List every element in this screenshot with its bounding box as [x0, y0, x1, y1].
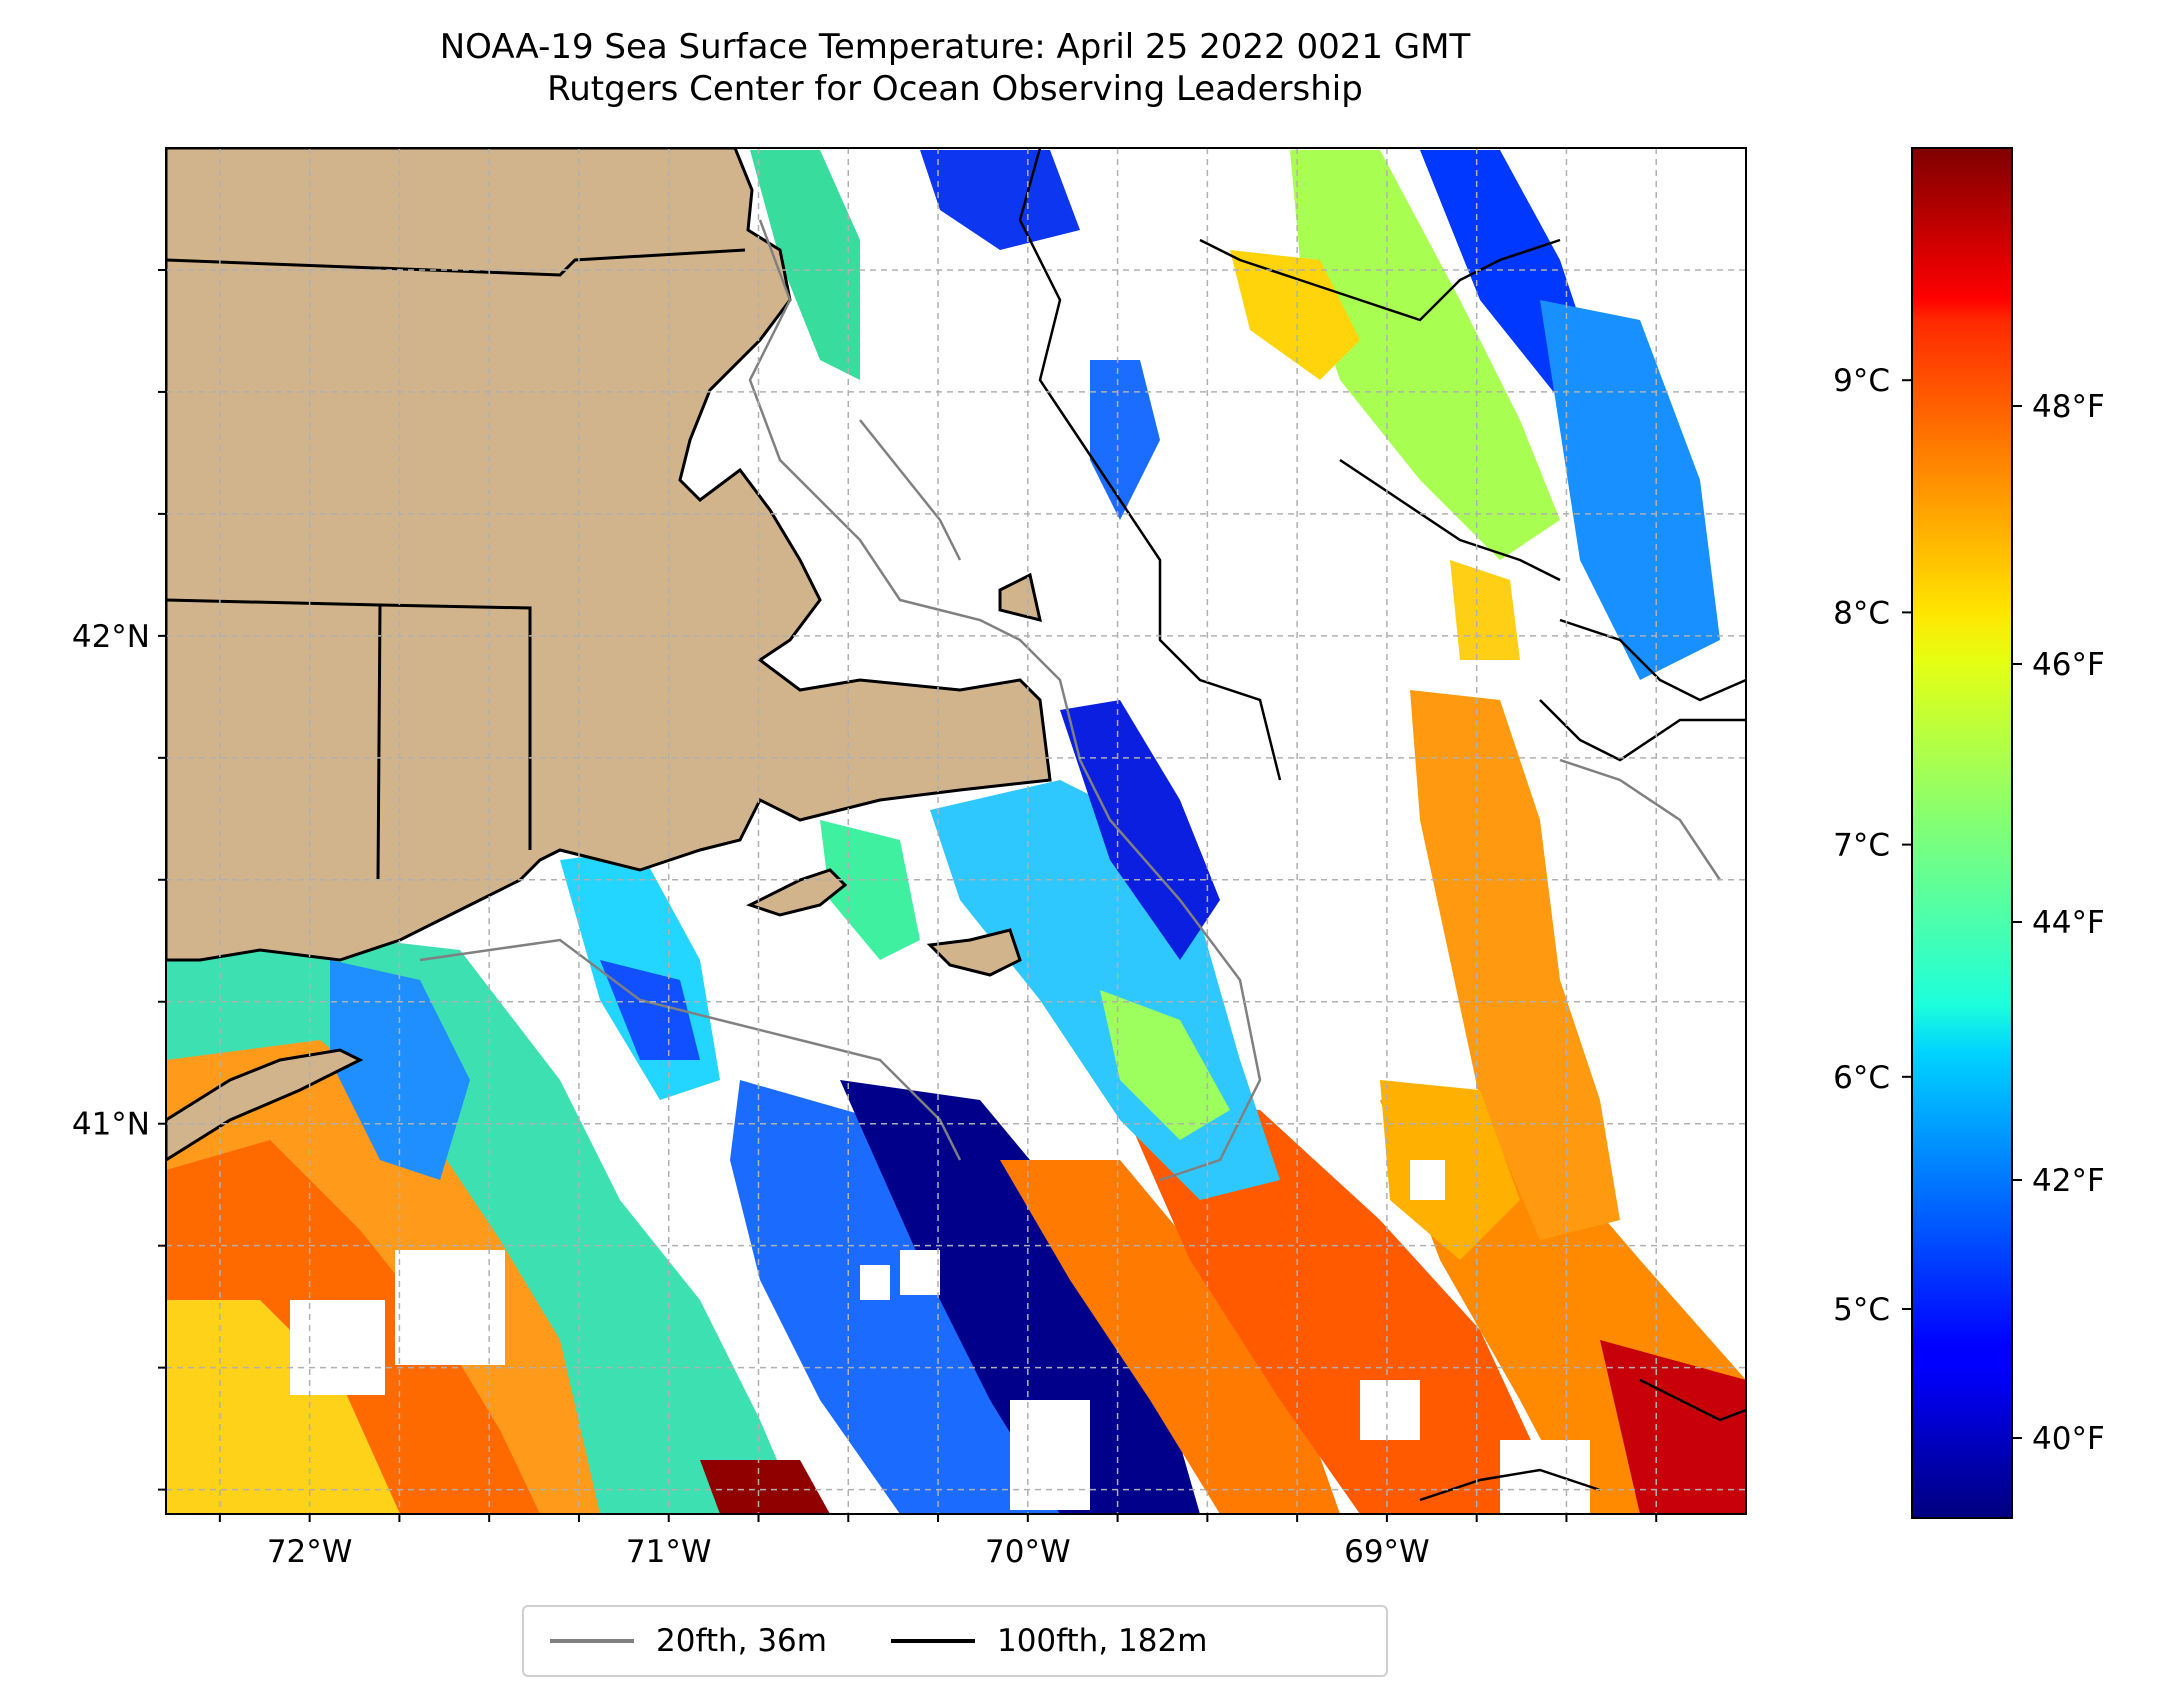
map-title: NOAA-19 Sea Surface Temperature: April 2… — [439, 27, 1471, 67]
cape-cod-tip-land — [998, 572, 1042, 623]
map-axis-ticks: 72°W 71°W 70°W 69°W 42°N 41°N — [72, 268, 1658, 1570]
latitude-tick-label: 42°N — [72, 619, 150, 655]
longitude-tick-label: 72°W — [267, 1534, 353, 1570]
legend-item-100fth: 100fth, 182m — [890, 1623, 1208, 1659]
state-border-ct-ri — [376, 604, 382, 881]
state-border-ma-ct-ri — [166, 598, 532, 850]
longitude-tick-label: 71°W — [626, 1534, 712, 1570]
contour-legend: 20fth, 36m 100fth, 182m — [522, 1605, 1388, 1677]
long-island-land — [166, 1048, 364, 1162]
colorbar-ticks: 9°C 8°C 7°C 6°C 5°C 48°F 46°F 44°F 42°F 40°F — [1833, 363, 2105, 1457]
marthas-vineyard-land — [746, 868, 848, 917]
new-england-land — [166, 148, 1052, 962]
bathymetry-contours — [419, 148, 1746, 1502]
celsius-tick-label: 8°C — [1833, 595, 1890, 631]
legend-item-20fth: 20fth, 36m — [550, 1623, 827, 1659]
fahrenheit-tick-label: 48°F — [2032, 389, 2105, 425]
state-border-nh-ma — [166, 248, 746, 277]
legend-line-gray — [550, 1639, 634, 1643]
legend-label-100fth: 100fth, 182m — [996, 1623, 1208, 1659]
legend-line-black — [890, 1639, 975, 1643]
latitude-tick-label: 41°N — [72, 1107, 150, 1143]
cloud-mask-layer — [290, 1100, 1590, 1514]
celsius-tick-label: 9°C — [1833, 363, 1890, 399]
celsius-tick-label: 7°C — [1833, 828, 1890, 864]
celsius-tick-label: 5°C — [1833, 1292, 1890, 1328]
longitude-tick-label: 70°W — [985, 1534, 1071, 1570]
map-subtitle: Rutgers Center for Ocean Observing Leade… — [547, 69, 1363, 109]
fahrenheit-tick-label: 44°F — [2032, 905, 2105, 941]
graticule — [166, 148, 1746, 1514]
colorbar — [1911, 147, 2013, 1519]
celsius-tick-label: 6°C — [1833, 1060, 1890, 1096]
nantucket-land — [926, 928, 1022, 977]
map-frame — [165, 147, 1747, 1515]
map-area — [166, 148, 1746, 1514]
fahrenheit-tick-label: 46°F — [2032, 647, 2105, 683]
fahrenheit-tick-label: 40°F — [2032, 1421, 2105, 1457]
longitude-tick-label: 69°W — [1344, 1534, 1430, 1570]
legend-label-20fth: 20fth, 36m — [656, 1623, 827, 1659]
fahrenheit-tick-label: 42°F — [2032, 1163, 2105, 1199]
